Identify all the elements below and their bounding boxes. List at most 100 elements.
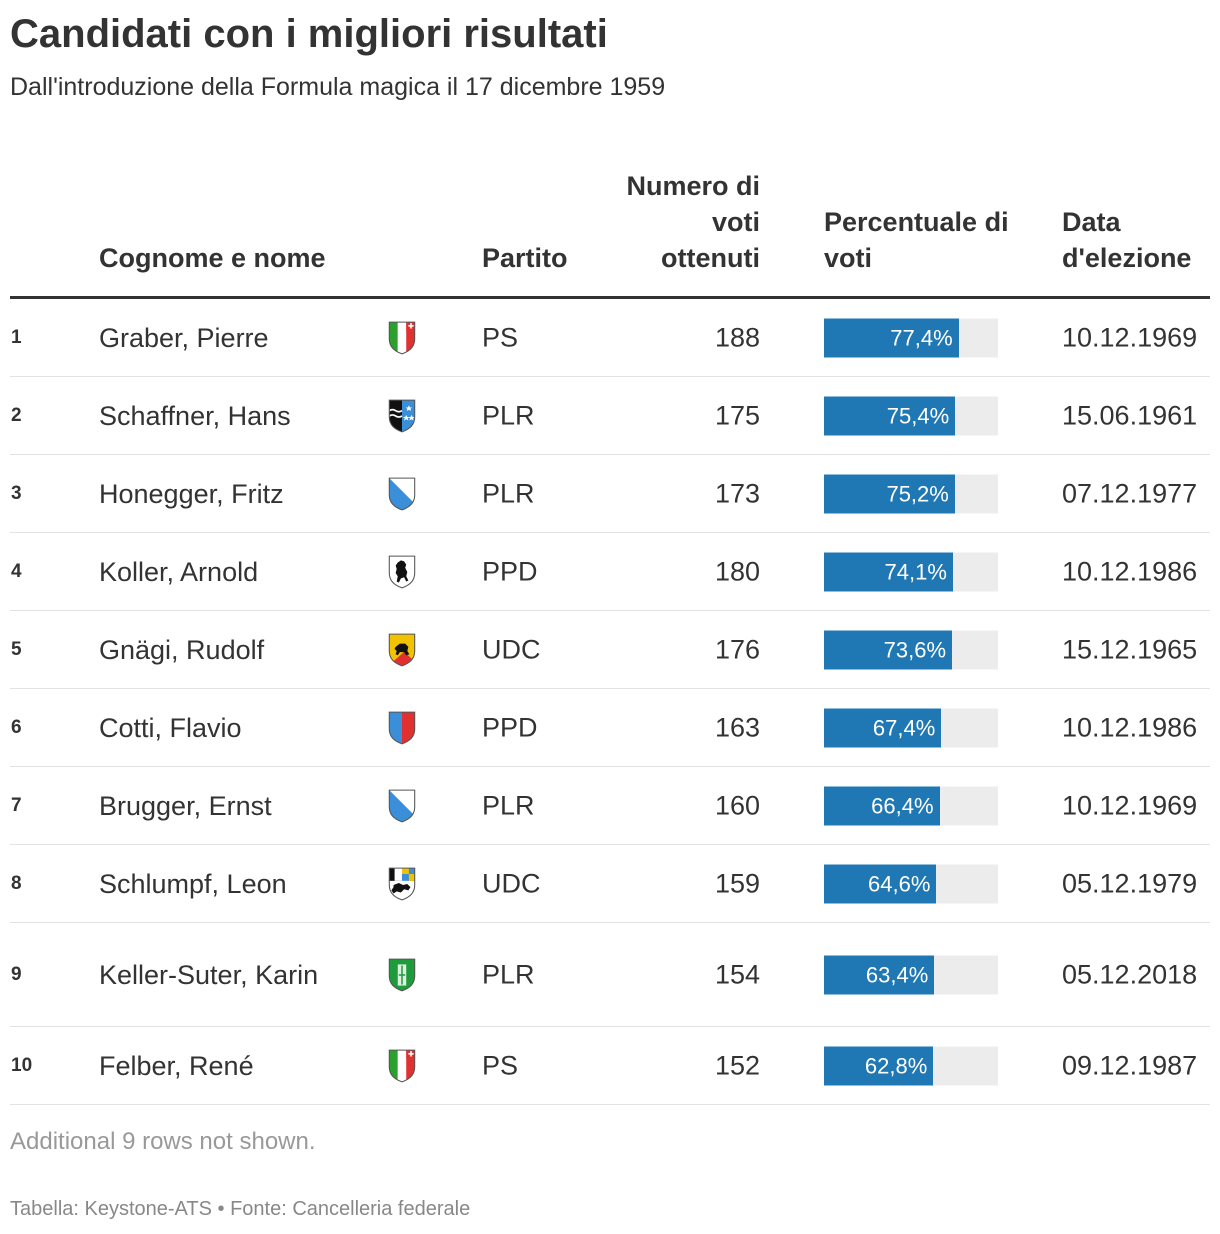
rank-number: 4: [11, 561, 22, 582]
percentage-label: 74,1%: [884, 559, 947, 585]
party-abbreviation: PLR: [482, 400, 535, 431]
party-abbreviation: PS: [482, 1050, 519, 1081]
percentage-bar-track: 64,6%: [824, 864, 998, 904]
party-abbreviation: PPD: [482, 712, 538, 743]
percentage-label: 66,4%: [871, 793, 934, 819]
rank-number: 1: [11, 327, 22, 348]
table-row: 6 Cotti, Flavio PPD 163 67,4% 10.12.1986: [0, 689, 1220, 767]
table-row: 4 Koller, Arnold PPD 180 74,1% 10.12.1986: [0, 533, 1220, 611]
column-header-votes: Numero di voti ottenuti: [626, 171, 760, 273]
candidate-name: Keller-Suter, Karin: [99, 960, 319, 990]
header-rule: [10, 296, 1210, 299]
candidate-name: Graber, Pierre: [99, 323, 269, 353]
election-date: 05.12.2018: [1062, 959, 1198, 990]
row-divider: [10, 532, 1210, 533]
votes-count: 175: [714, 400, 760, 431]
votes-count: 176: [714, 634, 760, 665]
party-abbreviation: UDC: [482, 868, 541, 899]
rank-number: 5: [11, 639, 22, 660]
row-divider: [10, 1026, 1210, 1027]
percentage-bar: 73,6%: [824, 630, 953, 670]
percentage-bar-track: 77,4%: [824, 318, 998, 358]
column-header-election-date: Data d'elezione: [1062, 207, 1192, 273]
table-row: 2 Schaffner, Hans PLR 175 75,4% 15.06.1961: [0, 377, 1220, 455]
rows-not-shown-note: Additional 9 rows not shown.: [10, 1128, 316, 1155]
percentage-bar-track: 62,8%: [824, 1046, 998, 1086]
row-divider: [10, 1104, 1210, 1105]
table-header: Cognome e nome Partito Numero di voti ot…: [0, 150, 1220, 296]
election-date: 09.12.1987: [1062, 1050, 1198, 1081]
row-divider: [10, 454, 1210, 455]
percentage-bar: 64,6%: [824, 864, 937, 904]
percentage-bar: 62,8%: [824, 1046, 934, 1086]
st-gallen-coat-of-arms-icon: [386, 957, 418, 993]
election-date: 10.12.1986: [1062, 556, 1198, 587]
row-divider: [10, 766, 1210, 767]
candidate-name: Schlumpf, Leon: [99, 869, 287, 899]
election-date: 15.06.1961: [1062, 400, 1198, 431]
votes-count: 173: [714, 478, 760, 509]
rank-number: 2: [11, 405, 22, 426]
election-date: 07.12.1977: [1062, 478, 1198, 509]
votes-count: 163: [714, 712, 760, 743]
rank-number: 10: [11, 1055, 33, 1076]
candidate-name: Felber, René: [99, 1051, 254, 1081]
rank-number: 9: [11, 964, 22, 985]
percentage-bar-track: 74,1%: [824, 552, 998, 592]
percentage-bar: 63,4%: [824, 955, 935, 995]
percentage-label: 73,6%: [883, 637, 947, 663]
percentage-bar: 77,4%: [824, 318, 959, 358]
column-header-name: Cognome e nome: [99, 243, 326, 273]
rank-number: 3: [11, 483, 22, 504]
votes-count: 159: [714, 868, 760, 899]
table-row: 5 Gnägi, Rudolf UDC 176 73,6% 15.12.1965: [0, 611, 1220, 689]
percentage-label: 75,2%: [886, 481, 949, 507]
table-row: 3 Honegger, Fritz PLR 173 75,2% 07.12.1977: [0, 455, 1220, 533]
row-divider: [10, 376, 1210, 377]
percentage-bar: 75,2%: [824, 474, 955, 514]
rank-number: 6: [11, 717, 22, 738]
percentage-label: 77,4%: [890, 325, 953, 351]
party-abbreviation: UDC: [482, 634, 541, 665]
chart-title: Candidati con i migliori risultati: [10, 12, 608, 56]
election-date: 05.12.1979: [1062, 868, 1198, 899]
column-header-party: Partito: [482, 243, 568, 273]
row-divider: [10, 844, 1210, 845]
candidate-name: Gnägi, Rudolf: [99, 635, 265, 665]
appenzell-coat-of-arms-icon: [386, 554, 418, 590]
party-abbreviation: PPD: [482, 556, 538, 587]
candidate-name: Schaffner, Hans: [99, 401, 291, 431]
percentage-bar-track: 75,2%: [824, 474, 998, 514]
rank-number: 7: [11, 795, 22, 816]
candidate-name: Cotti, Flavio: [99, 713, 242, 743]
percentage-bar: 75,4%: [824, 396, 956, 436]
percentage-bar-track: 75,4%: [824, 396, 998, 436]
zurich-coat-of-arms-icon: [386, 788, 418, 824]
candidate-name: Honegger, Fritz: [99, 479, 284, 509]
election-date: 10.12.1969: [1062, 322, 1198, 353]
chart-subtitle: Dall'introduzione della Formula magica i…: [10, 73, 666, 101]
aargau-coat-of-arms-icon: [386, 398, 418, 434]
row-divider: [10, 922, 1210, 923]
table-row: 9 Keller-Suter, Karin PLR 154 63,4% 05.12.201…: [0, 923, 1220, 1027]
party-abbreviation: PLR: [482, 478, 535, 509]
ticino-coat-of-arms-icon: [386, 1048, 418, 1084]
table-row: 10 Felber, René PS 152 62,8% 09.12.1987: [0, 1027, 1220, 1105]
zurich-coat-of-arms-icon: [386, 476, 418, 512]
table-row: 8 Schlumpf, Leon UDC 159 64,6% 05.12.1979: [0, 845, 1220, 923]
source-footer: Tabella: Keystone-ATS • Fonte: Canceller…: [10, 1198, 471, 1220]
votes-count: 154: [714, 959, 760, 990]
percentage-label: 67,4%: [872, 715, 936, 741]
percentage-bar-track: 73,6%: [824, 630, 998, 670]
party-abbreviation: PLR: [482, 790, 535, 821]
votes-count: 180: [714, 556, 760, 587]
percentage-bar: 74,1%: [824, 552, 953, 592]
percentage-bar: 67,4%: [824, 708, 942, 748]
row-divider: [10, 688, 1210, 689]
candidate-name: Koller, Arnold: [99, 557, 259, 587]
percentage-bar-track: 67,4%: [824, 708, 998, 748]
row-divider: [10, 610, 1210, 611]
percentage-bar-track: 66,4%: [824, 786, 998, 826]
percentage-bar-track: 63,4%: [824, 955, 998, 995]
candidate-name: Brugger, Ernst: [99, 791, 272, 821]
